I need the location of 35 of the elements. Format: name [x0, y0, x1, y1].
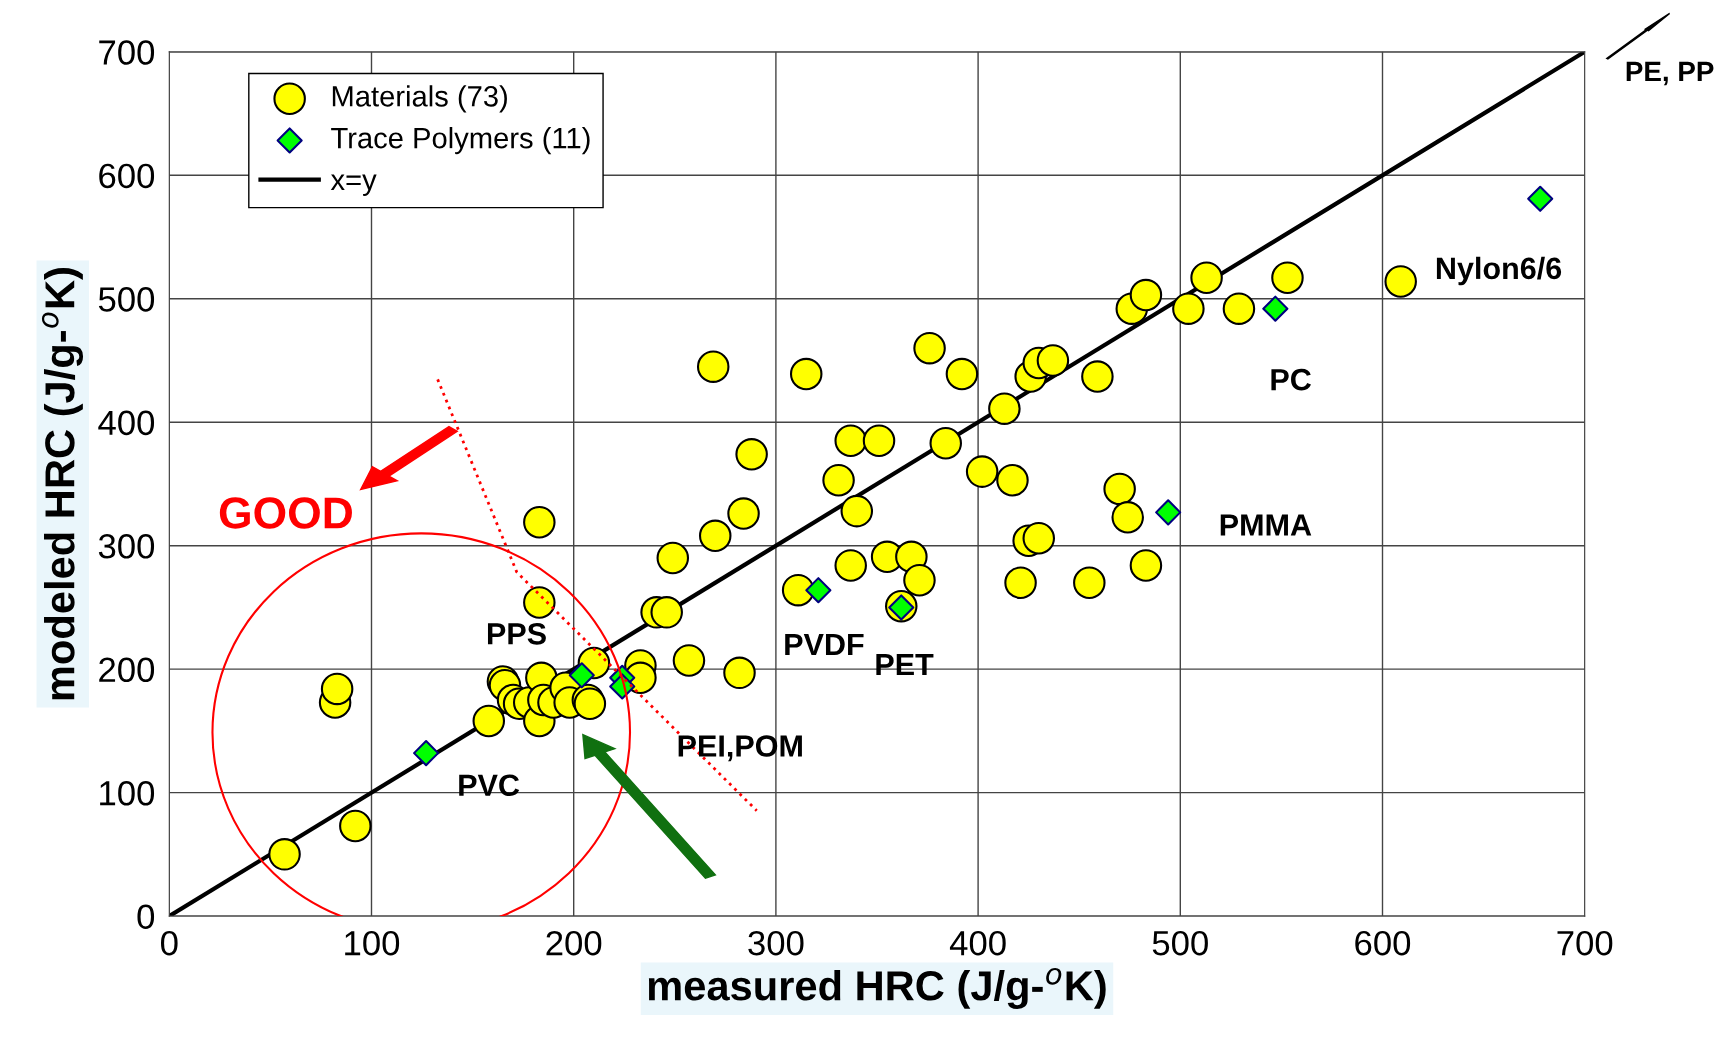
y-axis-title: modeled HRC (J/g-$^{o}$K): [41, 268, 84, 700]
legend-label: Trace Polymers (11): [331, 127, 590, 155]
point: [1155, 499, 1182, 526]
x-axis-title: measured HRC (J/g-$^{o}$K): [648, 967, 1106, 1010]
text: PE, PP: [1626, 61, 1714, 86]
y-tick-label: 500: [98, 287, 155, 312]
y-tick-label: 100: [100, 780, 155, 806]
x-tick-label: 400: [949, 930, 1006, 956]
x-tick-label: 300: [748, 930, 804, 956]
point: [1527, 185, 1554, 212]
annotation: GOOD: [219, 497, 352, 529]
legend-label: Materials (73): [332, 85, 507, 113]
point: [1262, 295, 1289, 322]
annotation: PVDF: [785, 633, 864, 655]
y-tick-label: 600: [99, 163, 155, 189]
annotation: PPS: [487, 623, 546, 645]
annotation: PC: [1271, 368, 1311, 391]
legend-label: x=y: [330, 174, 377, 196]
x-tick-label: 700: [1557, 930, 1613, 956]
annotation: PMMA: [1220, 514, 1312, 536]
point: [805, 577, 832, 604]
point: [413, 740, 440, 767]
y-tick-label: 200: [99, 657, 155, 683]
x-tick-label: 0: [161, 930, 178, 956]
y-tick-label: 700: [99, 40, 155, 65]
x-tick-label: 500: [1152, 930, 1208, 956]
annotation: PET: [876, 654, 934, 676]
x-tick-label: 100: [345, 930, 400, 956]
x-tick-label: 600: [1355, 930, 1411, 956]
y-tick-label: 400: [98, 410, 155, 436]
annotation: PVC: [459, 774, 520, 797]
y-tick-label: 0: [137, 904, 155, 930]
x-tick-label: 200: [546, 930, 602, 956]
y-tick-label: 300: [98, 534, 155, 559]
annotation: Nylon6/6: [1436, 256, 1562, 286]
